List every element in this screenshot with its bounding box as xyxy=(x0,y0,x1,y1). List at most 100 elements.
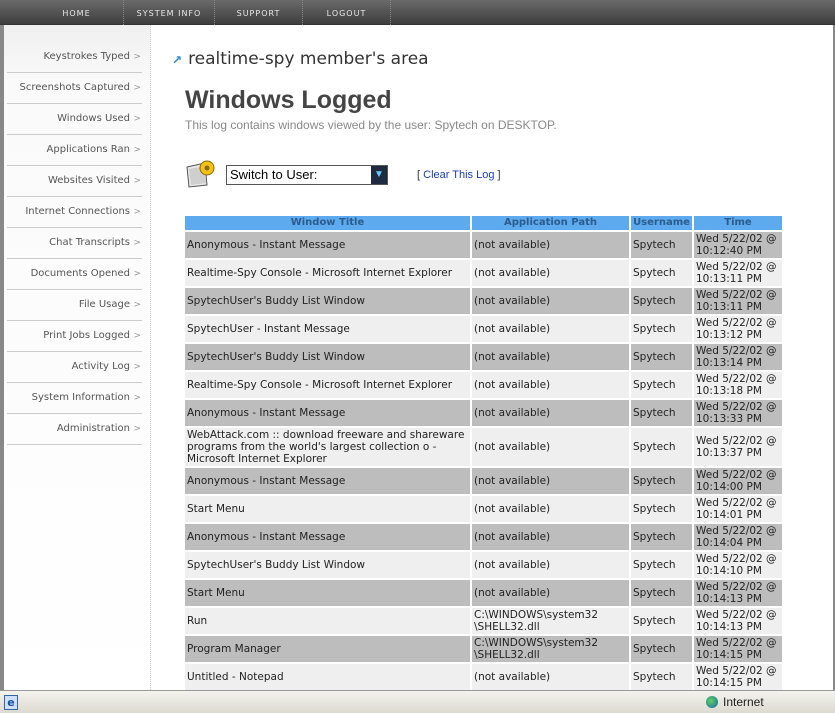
sidebar-item-label: Windows Used xyxy=(57,113,130,124)
cell-username: Spytech xyxy=(631,288,692,314)
sidebar-item-label: Screenshots Captured xyxy=(19,82,130,93)
cell-username: Spytech xyxy=(631,496,692,522)
status-bar: e Internet xyxy=(0,690,835,713)
table-row: Anonymous - Instant Message (not availabl… xyxy=(185,232,782,258)
cell-time: Wed 5/22/02 @ 10:13:12 PM xyxy=(694,316,782,342)
sidebar-item-system-information[interactable]: System Information > xyxy=(7,383,142,414)
sidebar-item-label: Keystrokes Typed xyxy=(43,51,130,62)
cell-application-path: (not available) xyxy=(472,428,629,466)
cell-time: Wed 5/22/02 @ 10:14:15 PM xyxy=(694,664,782,690)
cell-application-path: C:\WINDOWS\system32 \SHELL32.dll xyxy=(472,608,629,634)
sidebar-item-documents-opened[interactable]: Documents Opened > xyxy=(7,259,142,290)
cell-time: Wed 5/22/02 @ 10:14:13 PM xyxy=(694,580,782,606)
table-row: Anonymous - Instant Message (not availabl… xyxy=(185,400,782,426)
cell-username: Spytech xyxy=(631,232,692,258)
sidebar-item-label: Applications Ran xyxy=(46,144,130,155)
breadcrumb: ↗ realtime-spy member's area xyxy=(172,49,429,69)
cell-application-path: (not available) xyxy=(472,468,629,494)
sidebar-item-websites-visited[interactable]: Websites Visited > xyxy=(7,166,142,197)
cell-window-title: Anonymous - Instant Message xyxy=(185,524,470,550)
sidebar-item-activity-log[interactable]: Activity Log > xyxy=(7,352,142,383)
cell-window-title: Realtime-Spy Console - Microsoft Interne… xyxy=(185,372,470,398)
cell-application-path: (not available) xyxy=(472,552,629,578)
chevron-right-icon: > xyxy=(133,424,141,434)
bracket-open: [ xyxy=(417,169,421,181)
table-row: Anonymous - Instant Message (not availabl… xyxy=(185,524,782,550)
nav-system-info[interactable]: SYSTEM INFO xyxy=(124,0,215,25)
cell-application-path: C:\WINDOWS\system32 \SHELL32.dll xyxy=(472,636,629,662)
chevron-right-icon: > xyxy=(133,52,141,62)
cell-window-title: Anonymous - Instant Message xyxy=(185,232,470,258)
sidebar-item-windows-used[interactable]: Windows Used > xyxy=(7,104,142,135)
cell-application-path: (not available) xyxy=(472,524,629,550)
table-row: Anonymous - Instant Message (not availabl… xyxy=(185,468,782,494)
page-title: Windows Logged xyxy=(185,86,392,114)
cell-username: Spytech xyxy=(631,468,692,494)
cell-time: Wed 5/22/02 @ 10:14:01 PM xyxy=(694,496,782,522)
chevron-right-icon: > xyxy=(133,362,141,372)
sidebar-item-print-jobs-logged[interactable]: Print Jobs Logged > xyxy=(7,321,142,352)
chevron-right-icon: > xyxy=(133,393,141,403)
cell-window-title: SpytechUser's Buddy List Window xyxy=(185,344,470,370)
cell-username: Spytech xyxy=(631,344,692,370)
cell-time: Wed 5/22/02 @ 10:12:40 PM xyxy=(694,232,782,258)
sidebar-item-chat-transcripts[interactable]: Chat Transcripts > xyxy=(7,228,142,259)
cell-application-path: (not available) xyxy=(472,580,629,606)
chevron-right-icon: > xyxy=(133,114,141,124)
cell-time: Wed 5/22/02 @ 10:14:13 PM xyxy=(694,608,782,634)
nav-logout[interactable]: LOGOUT xyxy=(303,0,391,25)
zone-label: Internet xyxy=(723,695,764,709)
chevron-right-icon: > xyxy=(133,300,141,310)
cell-username: Spytech xyxy=(631,260,692,286)
clear-log-link[interactable]: Clear This Log xyxy=(423,169,495,181)
cell-username: Spytech xyxy=(631,552,692,578)
cell-window-title: SpytechUser - Instant Message xyxy=(185,316,470,342)
nav-support[interactable]: SUPPORT xyxy=(215,0,303,25)
cell-time: Wed 5/22/02 @ 10:14:04 PM xyxy=(694,524,782,550)
chevron-down-icon[interactable]: ▼ xyxy=(371,166,387,184)
table-row: Realtime-Spy Console - Microsoft Interne… xyxy=(185,260,782,286)
sidebar-item-label: Print Jobs Logged xyxy=(43,330,130,341)
bracket-close: ] xyxy=(497,169,501,181)
cell-application-path: (not available) xyxy=(472,288,629,314)
table-row: SpytechUser's Buddy List Window (not avai… xyxy=(185,344,782,370)
sidebar-item-internet-connections[interactable]: Internet Connections > xyxy=(7,197,142,228)
sidebar-item-label: Internet Connections xyxy=(25,206,130,217)
cell-username: Spytech xyxy=(631,608,692,634)
sidebar-item-applications-ran[interactable]: Applications Ran > xyxy=(7,135,142,166)
table-row: Program Manager C:\WINDOWS\system32 \SHEL… xyxy=(185,636,782,662)
cell-application-path: (not available) xyxy=(472,260,629,286)
table-row: SpytechUser - Instant Message (not availa… xyxy=(185,316,782,342)
cell-window-title: SpytechUser's Buddy List Window xyxy=(185,288,470,314)
cell-time: Wed 5/22/02 @ 10:13:11 PM xyxy=(694,260,782,286)
table-row: Untitled - Notepad (not available) Spytech… xyxy=(185,664,782,690)
header-username: Username xyxy=(631,216,692,230)
nav-home[interactable]: HOME xyxy=(30,0,124,25)
sidebar-item-file-usage[interactable]: File Usage > xyxy=(7,290,142,321)
cell-username: Spytech xyxy=(631,636,692,662)
cell-time: Wed 5/22/02 @ 10:13:37 PM xyxy=(694,428,782,466)
sidebar-item-administration[interactable]: Administration > xyxy=(7,414,142,445)
sidebar-item-label: Activity Log xyxy=(71,361,130,372)
table-row: WebAttack.com :: download freeware and s… xyxy=(185,428,782,466)
cell-username: Spytech xyxy=(631,372,692,398)
breadcrumb-text: realtime-spy member's area xyxy=(188,49,429,69)
sidebar-item-label: File Usage xyxy=(78,299,130,310)
chevron-right-icon: > xyxy=(133,176,141,186)
arrow-icon: ↗ xyxy=(172,53,183,67)
folder-gear-icon xyxy=(186,160,215,188)
cell-window-title: Anonymous - Instant Message xyxy=(185,468,470,494)
page-frame xyxy=(0,25,835,690)
sidebar-item-screenshots-captured[interactable]: Screenshots Captured > xyxy=(7,73,142,104)
sidebar-item-label: Chat Transcripts xyxy=(49,237,130,248)
cell-window-title: Start Menu xyxy=(185,496,470,522)
switch-user-select[interactable]: Switch to User: ▼ xyxy=(226,165,388,185)
chevron-right-icon: > xyxy=(133,269,141,279)
sidebar-item-label: Websites Visited xyxy=(47,175,130,186)
table-row: SpytechUser's Buddy List Window (not avai… xyxy=(185,552,782,578)
cell-username: Spytech xyxy=(631,316,692,342)
cell-time: Wed 5/22/02 @ 10:13:18 PM xyxy=(694,372,782,398)
sidebar-item-keystrokes-typed[interactable]: Keystrokes Typed > xyxy=(7,42,142,73)
cell-username: Spytech xyxy=(631,524,692,550)
cell-window-title: Untitled - Notepad xyxy=(185,664,470,690)
